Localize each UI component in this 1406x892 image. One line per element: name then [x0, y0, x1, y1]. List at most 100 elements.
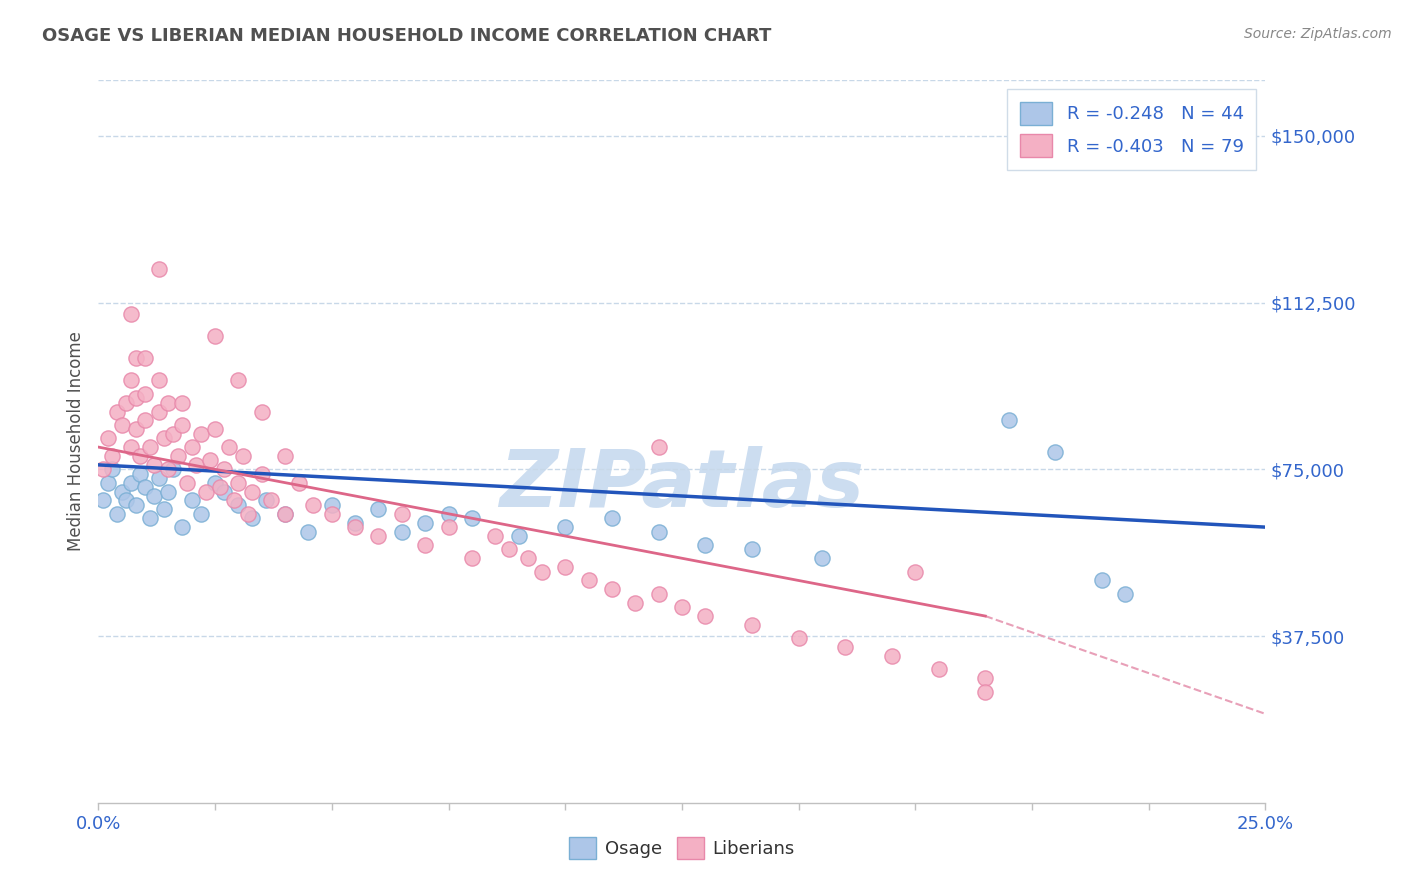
Point [120, 307, 142, 321]
Point [162, 462, 184, 476]
Y-axis label: Median Household Income: Median Household Income [66, 332, 84, 551]
Point [129, 449, 152, 463]
Point [166, 449, 188, 463]
Point [508, 529, 530, 543]
Point [344, 520, 367, 534]
Point [157, 462, 180, 476]
Point [204, 329, 226, 343]
Point [111, 484, 134, 499]
Point [148, 404, 170, 418]
Point [228, 498, 250, 512]
Point [208, 480, 231, 494]
Point [232, 449, 254, 463]
Point [180, 493, 202, 508]
Point [344, 516, 367, 530]
Point [437, 520, 460, 534]
Point [172, 395, 194, 409]
Point [204, 475, 226, 490]
Point [741, 542, 763, 557]
Point [695, 538, 717, 552]
Point [91, 493, 114, 508]
Point [1091, 574, 1114, 588]
Point [297, 524, 319, 539]
Point [274, 507, 297, 521]
Point [274, 449, 297, 463]
Point [134, 480, 156, 494]
Point [120, 440, 142, 454]
Legend: Osage, Liberians: Osage, Liberians [561, 830, 803, 866]
Point [787, 632, 810, 646]
Point [190, 507, 212, 521]
Point [222, 493, 245, 508]
Point [600, 511, 623, 525]
Point [125, 422, 148, 436]
Text: Source: ZipAtlas.com: Source: ZipAtlas.com [1244, 27, 1392, 41]
Point [671, 600, 693, 615]
Point [236, 507, 259, 521]
Point [498, 542, 520, 557]
Point [214, 462, 236, 476]
Point [695, 609, 717, 624]
Point [274, 507, 297, 521]
Point [111, 417, 134, 432]
Point [139, 511, 162, 525]
Point [190, 426, 212, 441]
Point [437, 507, 460, 521]
Point [242, 511, 264, 525]
Point [242, 484, 264, 499]
Point [391, 507, 413, 521]
Text: ZIPatlas: ZIPatlas [499, 446, 865, 524]
Point [115, 493, 138, 508]
Point [880, 649, 903, 664]
Point [180, 440, 202, 454]
Point [139, 440, 162, 454]
Point [461, 551, 484, 566]
Point [741, 618, 763, 632]
Point [904, 565, 927, 579]
Point [974, 684, 997, 698]
Point [105, 507, 128, 521]
Point [811, 551, 834, 566]
Point [125, 351, 148, 366]
Point [176, 475, 198, 490]
Point [600, 582, 623, 597]
Point [172, 520, 194, 534]
Point [200, 453, 222, 467]
Point [157, 395, 180, 409]
Point [186, 458, 208, 472]
Point [1114, 587, 1136, 601]
Point [97, 475, 120, 490]
Point [928, 662, 950, 676]
Point [218, 440, 240, 454]
Point [214, 484, 236, 499]
Point [321, 498, 343, 512]
Point [516, 551, 538, 566]
Point [148, 471, 170, 485]
Point [120, 475, 142, 490]
Point [228, 373, 250, 387]
Point [974, 671, 997, 685]
Point [530, 565, 553, 579]
Point [302, 498, 325, 512]
Point [647, 587, 669, 601]
Point [461, 511, 484, 525]
Point [260, 493, 283, 508]
Text: OSAGE VS LIBERIAN MEDIAN HOUSEHOLD INCOME CORRELATION CHART: OSAGE VS LIBERIAN MEDIAN HOUSEHOLD INCOM… [42, 27, 772, 45]
Point [997, 413, 1019, 427]
Point [115, 395, 138, 409]
Point [172, 417, 194, 432]
Point [152, 502, 174, 516]
Point [624, 596, 647, 610]
Point [484, 529, 506, 543]
Point [101, 449, 124, 463]
Point [834, 640, 856, 655]
Point [148, 262, 170, 277]
Point [413, 516, 436, 530]
Point [134, 413, 156, 427]
Point [554, 560, 576, 574]
Point [250, 404, 273, 418]
Point [391, 524, 413, 539]
Point [647, 440, 669, 454]
Point [120, 373, 142, 387]
Point [578, 574, 600, 588]
